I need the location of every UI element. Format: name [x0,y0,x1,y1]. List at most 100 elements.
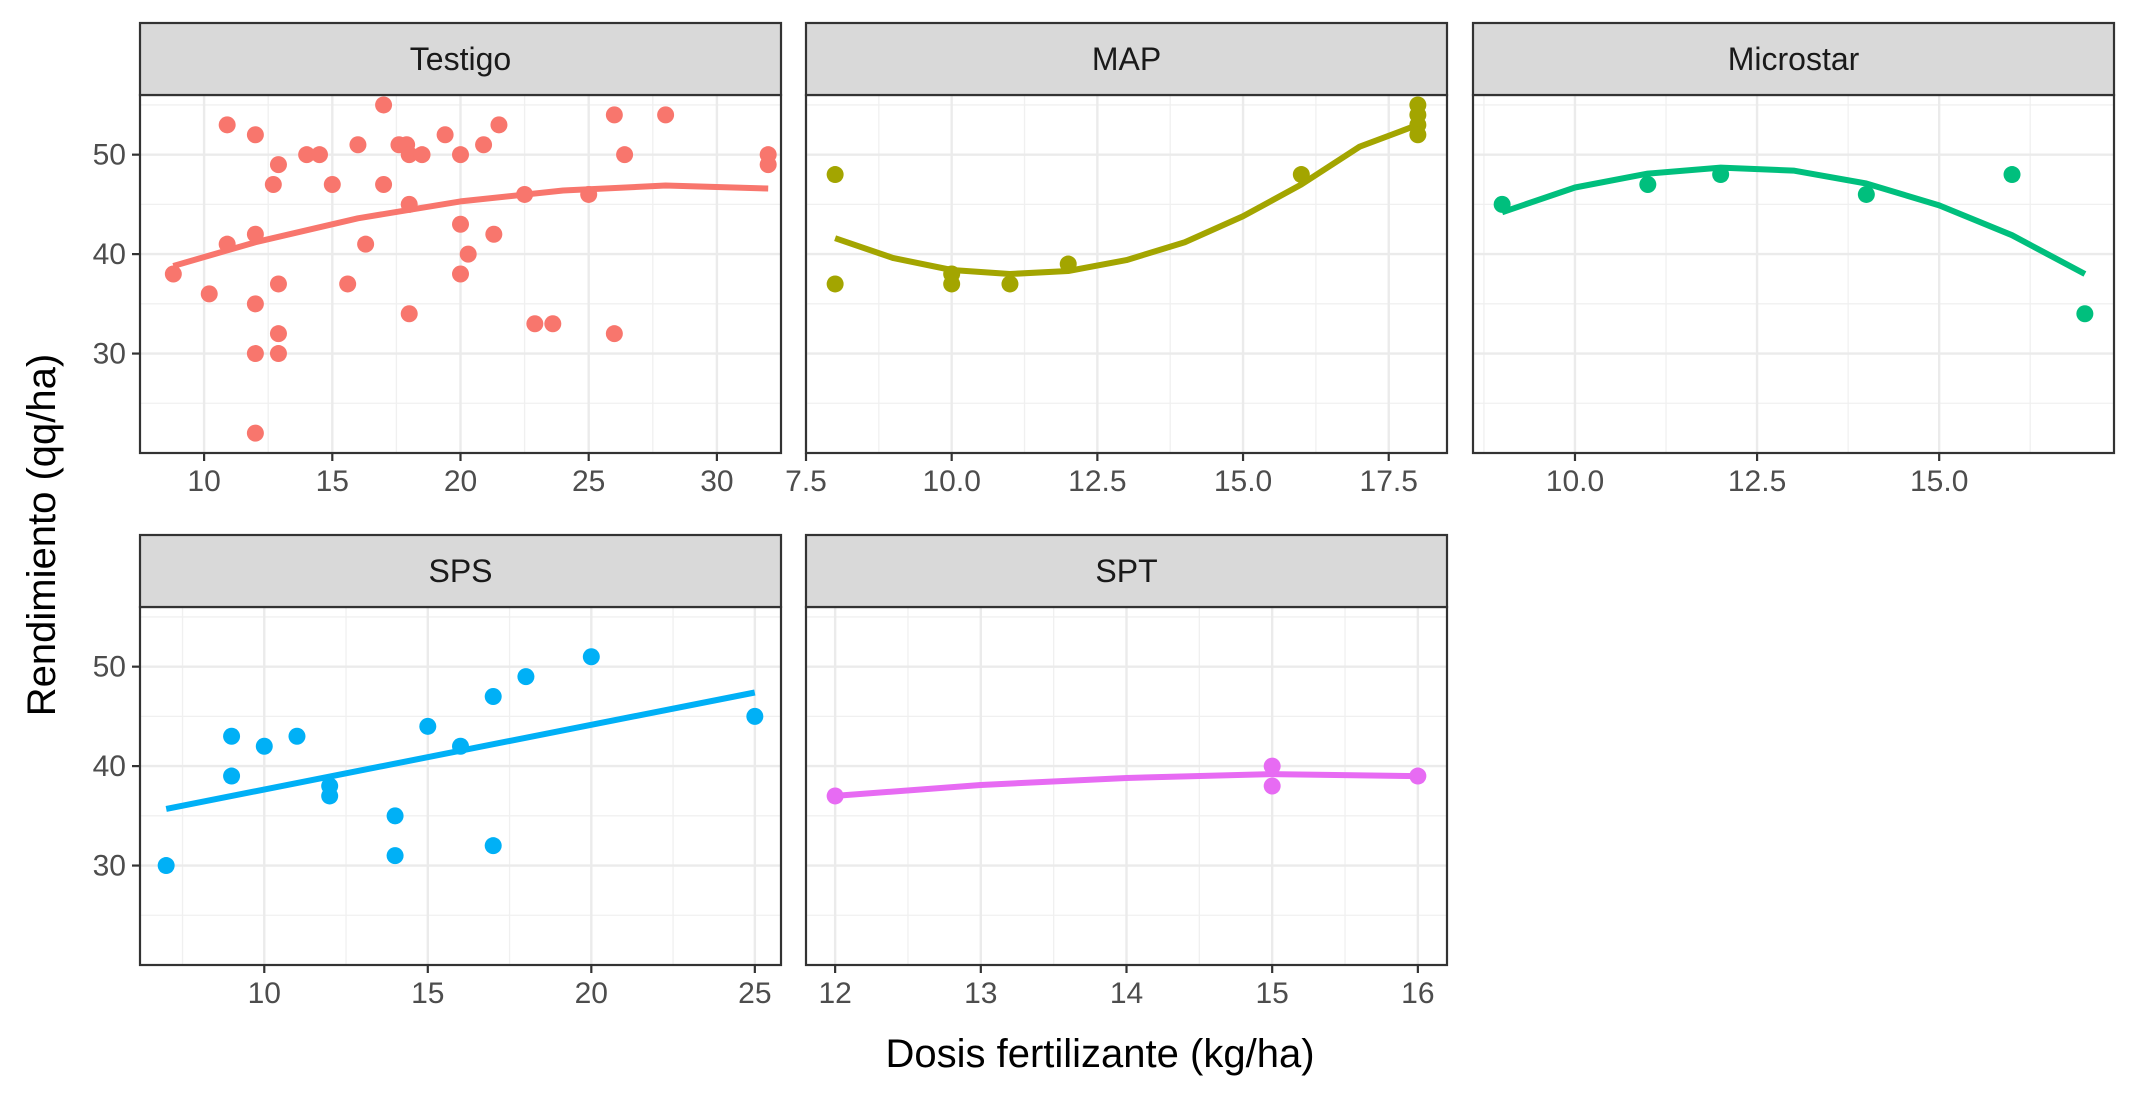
data-point [223,767,241,785]
data-point [452,737,469,755]
data-point [516,185,534,203]
data-point [223,727,241,745]
y-axis-title: Rendimiento (qq/ha) [20,354,64,716]
data-point [269,156,287,174]
facet-strip [1471,21,2116,97]
data-point [657,106,675,124]
x-tick-label: 20 [444,465,477,498]
facet-strip [804,533,1449,609]
x-tick-label: 20 [575,977,608,1010]
facet-strip-label: MAP [1092,41,1161,77]
panel-background [806,95,1447,453]
facet-strip-label: Microstar [1728,41,1860,77]
data-point [1712,166,1730,184]
x-tick-label: 10 [248,977,281,1010]
data-point [826,166,844,184]
facet-strip-label: SPS [428,553,492,589]
data-point [484,837,502,855]
data-point [746,707,764,725]
panel-background [1473,95,2114,453]
data-point [616,146,634,164]
x-tick-label: 15.0 [1214,465,1272,498]
data-point [490,116,508,134]
data-point [218,235,236,253]
facet-sps: SPS 30 40 50 10 15 20 25 [93,533,783,1010]
data-point [400,195,418,213]
panel-background [140,607,781,965]
data-point [759,156,777,174]
x-tick-label: 13 [964,977,997,1010]
data-point [269,345,287,363]
data-point [400,146,418,164]
x-tick-label: 25 [738,977,771,1010]
x-tick-label: 10 [187,465,220,498]
x-tick-label: 30 [700,465,733,498]
data-point [1409,126,1427,144]
data-point [526,315,544,333]
data-point [1263,777,1281,795]
data-point [485,225,503,243]
x-axis-title: Dosis fertilizante (kg/ha) [885,1032,1314,1076]
x-tick-label: 12.5 [1728,465,1786,498]
data-point [357,235,375,253]
data-point [218,116,236,134]
data-point [436,126,454,144]
data-point [826,787,844,805]
data-point [2076,305,2094,323]
data-point [288,727,306,745]
data-point [826,275,844,293]
data-point [1493,195,1511,213]
data-point [580,185,598,203]
data-point [246,345,264,363]
x-tick-label: 15.0 [1910,465,1968,498]
data-point [484,688,502,705]
data-point [1001,275,1019,293]
x-tick-label: 14 [1110,977,1143,1010]
data-point [157,857,175,875]
y-tick-label: 50 [93,139,126,172]
data-point [605,106,623,124]
data-point [475,136,493,154]
fit-curve-microstar [1501,164,2087,277]
data-point [1857,185,1875,203]
data-point [419,717,437,735]
data-point [2003,166,2021,184]
x-tick-label: 16 [1401,977,1434,1010]
facet-testigo: Testigo 30 40 50 10 15 20 25 30 [93,21,783,498]
facet-spt: SPT 12 13 14 15 16 [804,533,1449,1010]
data-point [375,96,393,114]
x-tick-label: 12.5 [1068,465,1126,498]
data-point [1292,166,1310,184]
data-point [310,146,328,164]
data-point [544,315,562,333]
x-tick-label: 15 [316,465,349,498]
facet-strip-label: SPT [1095,553,1157,589]
y-tick-label: 40 [93,750,126,783]
x-tick-label: 10.0 [922,465,980,498]
data-point [452,265,469,283]
data-point [582,648,600,666]
data-point [200,285,218,303]
data-point [269,325,287,343]
data-point [1409,767,1427,785]
x-tick-label: 7.5 [785,465,827,498]
data-point [298,146,316,164]
facet-strip-label: Testigo [410,41,511,77]
fit-curve-spt [834,771,1418,799]
x-tick-label: 15 [1255,977,1288,1010]
x-tick-label: 17.5 [1360,465,1418,498]
data-point [255,737,273,755]
data-point [339,275,357,293]
facet-strip [804,21,1449,97]
data-point [323,176,341,193]
data-point [375,176,393,193]
data-point [413,146,431,164]
data-point [605,325,623,343]
x-tick-label: 25 [572,465,605,498]
x-tick-label: 10.0 [1546,465,1604,498]
y-tick-label: 50 [93,651,126,684]
facet-strip [138,533,783,609]
data-point [943,275,961,293]
data-point [386,807,404,825]
